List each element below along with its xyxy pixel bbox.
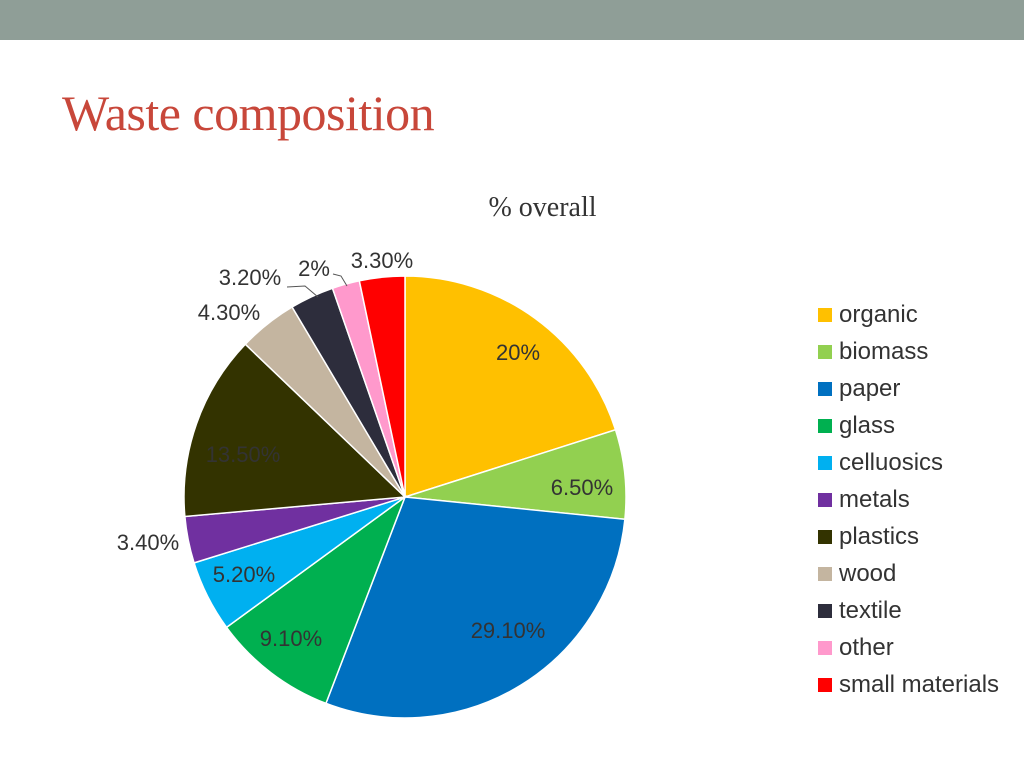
data-label-wood: 4.30% [198,300,260,325]
legend-label: metals [839,485,910,513]
legend-item-celluosics: celluosics [818,444,999,481]
pie-slice-glass [225,494,407,705]
legend-label: plastics [839,522,920,550]
leader-line-other [332,273,348,287]
legend-swatch [818,381,832,396]
legend-label: wood [839,559,897,587]
legend-swatch [818,455,832,470]
data-label-celluosics: 5.20% [213,562,275,587]
legend-item-other: other [818,629,999,666]
slide-title: Waste composition [62,85,435,141]
legend-item-wood: wood [818,555,999,592]
legend-label: biomass [839,337,929,365]
legend-label: glass [839,411,896,439]
pie-slice-organic [404,275,617,499]
legend-item-textile: textile [818,592,999,629]
legend-swatch [818,603,832,618]
pie-slice-paper [324,496,626,719]
legend-swatch [818,529,832,544]
legend-label: other [839,633,894,661]
legend-label: celluosics [839,448,944,476]
legend-swatch [818,307,832,322]
legend-label: paper [839,374,901,402]
legend-label: small materials [839,670,1000,698]
legend-item-small-materials: small materials [818,666,999,703]
pie-slice-plastics [183,343,407,518]
legend-swatch [818,640,832,655]
legend-label: textile [839,596,902,624]
legend-swatch [818,344,832,359]
legend-item-organic: organic [818,296,999,333]
data-label-textile: 3.20% [219,265,281,290]
legend-swatch [818,677,832,692]
pie-slice-small-materials [358,275,406,498]
data-label-other: 2% [298,256,330,281]
chart-legend: organic biomass paper glass celluosics metals… [818,296,999,703]
legend-swatch [818,492,832,507]
data-label-organic: 20% [496,340,540,365]
header-bar [0,0,1024,40]
data-label-plastics: 13.50% [206,442,281,467]
data-label-glass: 9.10% [260,626,322,651]
legend-label: organic [839,300,918,328]
data-label-paper: 29.10% [471,618,546,643]
legend-item-metals: metals [818,481,999,518]
legend-item-plastics: plastics [818,518,999,555]
data-label-metals: 3.40% [117,530,179,555]
legend-item-paper: paper [818,370,999,407]
legend-swatch [818,566,832,581]
leader-line-textile [286,285,319,298]
legend-item-biomass: biomass [818,333,999,370]
data-label-small-materials: 3.30% [351,248,413,273]
legend-swatch [818,418,832,433]
legend-item-glass: glass [818,407,999,444]
data-label-biomass: 6.50% [551,475,613,500]
chart-title: % overall [488,192,597,223]
